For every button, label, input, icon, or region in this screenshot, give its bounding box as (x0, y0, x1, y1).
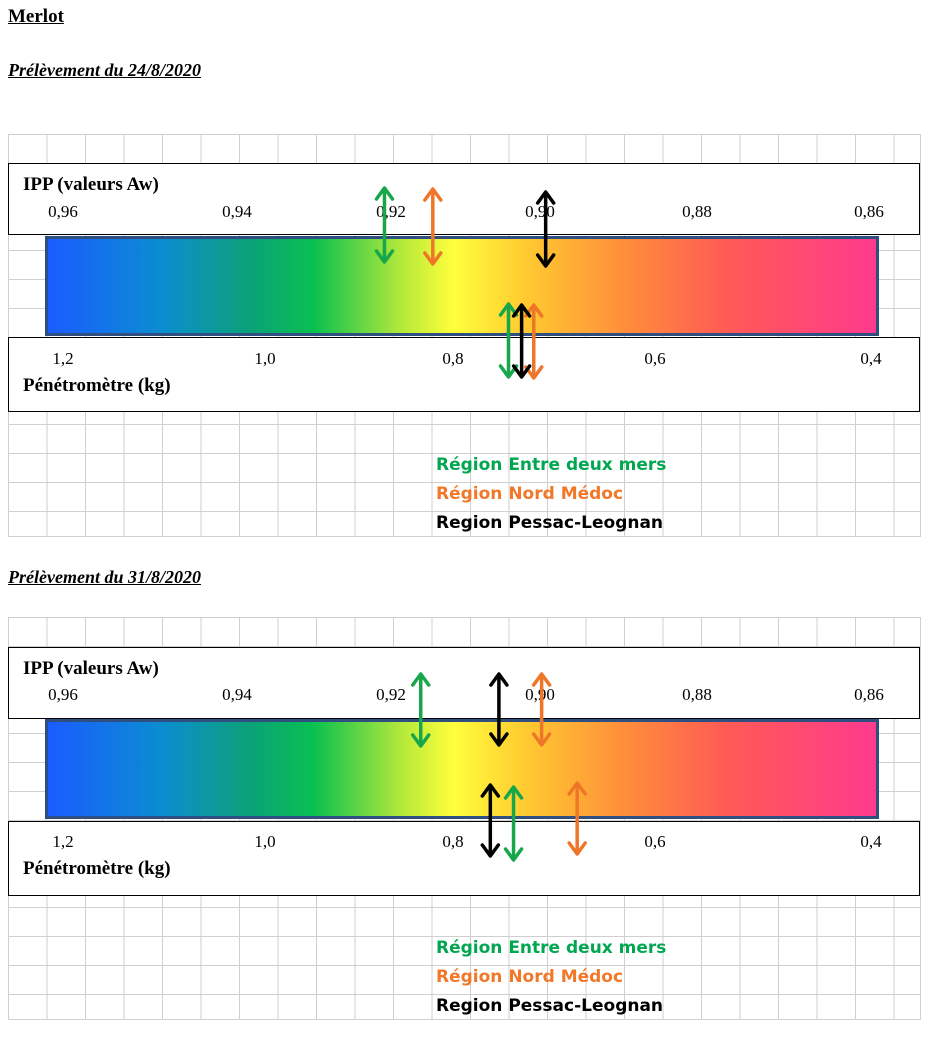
pen-tick: 1,0 (254, 832, 276, 851)
ipp-tick: 0,90 (525, 202, 555, 221)
pen-tick: 1,0 (254, 349, 276, 368)
ipp-tick: 0,96 (48, 202, 78, 221)
penetrometer-marker-arrow (567, 781, 587, 856)
color-gradient-bar (45, 719, 879, 819)
pen-tick: 0,6 (644, 349, 666, 368)
ipp-scale-label: IPP (valeurs Aw) (23, 658, 159, 679)
ipp-tick: 0,94 (222, 685, 252, 704)
penetrometer-marker-arrow (480, 783, 501, 858)
pen-tick: 0,8 (442, 832, 464, 851)
panel-subtitle: Prélèvement du 24/8/2020 (8, 60, 201, 80)
ipp-tick: 0,86 (854, 202, 884, 221)
penetrometer-label: Pénétromètre (kg) (23, 375, 171, 396)
legend-nord-medoc: Région Nord Médoc (436, 967, 624, 987)
penetrometer-label: Pénétromètre (kg) (23, 858, 171, 879)
legend-pessac-leognan: Region Pessac-Leognan (436, 513, 664, 533)
penetrometer-marker-arrow (503, 785, 524, 862)
ipp-marker-arrow (410, 672, 431, 748)
legend-pessac-leognan: Region Pessac-Leognan (436, 996, 664, 1016)
pen-tick: 1,2 (52, 349, 74, 368)
legend-entre-deux-mers: Région Entre deux mers (436, 938, 667, 958)
legend-nord-medoc: Région Nord Médoc (436, 484, 624, 504)
page-title: Merlot (8, 6, 64, 27)
ipp-marker-arrow (535, 190, 556, 268)
ipp-marker-arrow (374, 186, 395, 264)
ipp-tick: 0,96 (48, 685, 78, 704)
pen-tick: 0,4 (860, 832, 882, 851)
penetrometer-marker-arrow (498, 302, 519, 379)
ipp-tick: 0,88 (682, 202, 712, 221)
pen-tick: 0,6 (644, 832, 666, 851)
penetrometer-scale-box: 1,2 1,0 0,8 0,6 0,4 Pénétromètre (kg) (8, 337, 920, 412)
pen-tick: 0,4 (860, 349, 882, 368)
ipp-scale-box: IPP (valeurs Aw) 0,96 0,94 0,92 0,90 0,8… (8, 163, 920, 235)
pen-tick: 0,8 (442, 349, 464, 368)
ipp-tick: 0,92 (376, 685, 406, 704)
ipp-scale-label: IPP (valeurs Aw) (23, 174, 159, 195)
color-gradient-bar (45, 236, 879, 336)
ipp-marker-arrow (531, 672, 552, 747)
ipp-marker-arrow (423, 187, 443, 266)
penetrometer-scale-box: 1,2 1,0 0,8 0,6 0,4 Pénétromètre (kg) (8, 821, 920, 896)
ipp-marker-arrow (489, 672, 509, 747)
pen-tick: 1,2 (52, 832, 74, 851)
ipp-scale-box: IPP (valeurs Aw) 0,96 0,94 0,92 0,90 0,8… (8, 647, 920, 719)
ipp-tick: 0,86 (854, 685, 884, 704)
penetrometer-marker-arrow (511, 303, 532, 379)
legend-entre-deux-mers: Région Entre deux mers (436, 455, 667, 475)
ipp-tick: 0,88 (682, 685, 712, 704)
panel-subtitle: Prélèvement du 31/8/2020 (8, 567, 201, 587)
ipp-tick: 0,94 (222, 202, 252, 221)
